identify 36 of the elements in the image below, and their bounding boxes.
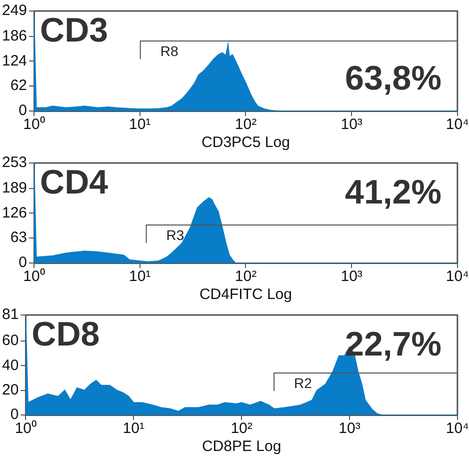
y-tick-label: 249	[2, 2, 28, 20]
x-axis-title: CD4FITC Log	[199, 286, 292, 304]
x-tick-label: 10⁴	[446, 116, 469, 134]
annotation: 22,7%	[345, 325, 442, 364]
x-tick-label: 10³	[340, 116, 362, 134]
chart-title: CD3	[40, 11, 108, 50]
y-tick-label: 124	[2, 52, 28, 70]
annotation: 63,8%	[345, 59, 442, 98]
x-tick-label: 10¹	[129, 116, 151, 134]
y-tick-label: 81	[2, 306, 19, 324]
y-tick-label: 60	[2, 332, 19, 350]
y-tick-label: 253	[2, 154, 28, 172]
chart-title: CD4	[40, 163, 108, 202]
annotation: 41,2%	[345, 173, 442, 212]
y-tick-label: 40	[2, 356, 19, 374]
y-tick-label: 189	[2, 179, 28, 196]
ref-line-label: R2	[294, 374, 312, 391]
x-tick-label: 10³	[338, 420, 360, 438]
y-tick-label: 20	[2, 381, 19, 398]
x-tick-label: 10²	[234, 268, 257, 286]
x-tick-label: 10¹	[122, 420, 144, 438]
x-axis-title: CD8PE Log	[202, 438, 282, 456]
x-tick-label: 10⁴	[446, 268, 469, 286]
x-tick-label: 10²	[234, 116, 257, 134]
x-tick-label: 10¹	[129, 268, 151, 286]
y-tick-label: 63	[10, 229, 28, 246]
y-tick-label: 126	[2, 204, 28, 222]
y-tick-label: 186	[2, 27, 28, 44]
x-tick-label: 10²	[230, 420, 252, 438]
x-tick-label: 10⁴	[446, 420, 469, 438]
ref-line-label: R3	[166, 226, 184, 243]
x-tick-label: 10³	[340, 268, 362, 286]
chart-title: CD8	[32, 315, 100, 354]
x-axis-title: CD3PC5 Log	[202, 134, 290, 152]
ref-line-label: R8	[160, 42, 178, 59]
y-tick-label: 62	[10, 77, 28, 94]
